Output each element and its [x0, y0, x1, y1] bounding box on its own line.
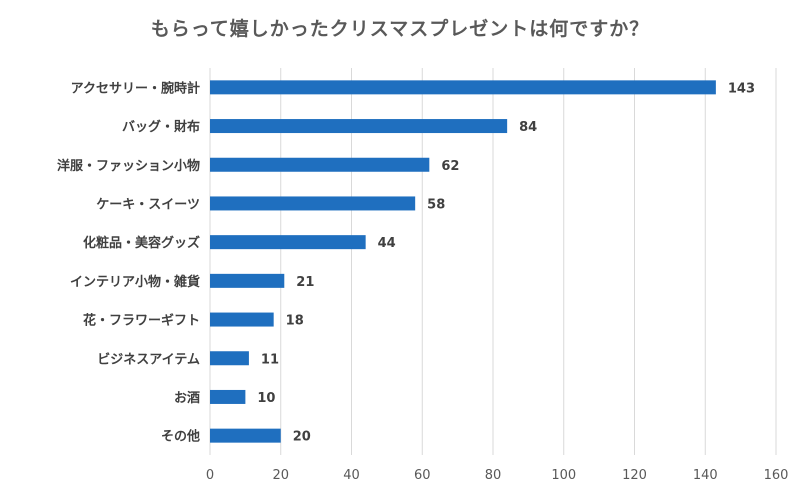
bar-1: [210, 119, 508, 134]
category-label: お酒: [174, 391, 200, 406]
chart-title: もらって嬉しかったクリスマスプレゼントは何ですか？: [150, 18, 650, 40]
bar-8: [210, 389, 246, 404]
category-label: バッグ・財布: [122, 119, 200, 135]
bar-3: [210, 196, 416, 211]
x-tick-label: 160: [764, 468, 789, 483]
data-label: 21: [296, 275, 314, 290]
bar-4: [210, 235, 366, 250]
category-label: インテリア小物・雑貨: [70, 274, 200, 290]
x-tick-label: 20: [272, 468, 289, 483]
category-label: その他: [161, 429, 200, 445]
category-label: ケーキ・スイーツ: [96, 197, 200, 212]
x-tick-label: 80: [485, 468, 502, 483]
bars: [210, 80, 716, 443]
data-label: 44: [378, 236, 396, 251]
bar-7: [210, 351, 249, 366]
data-label: 10: [257, 391, 275, 406]
x-tick-label: 100: [551, 468, 576, 483]
bar-6: [210, 312, 274, 327]
category-label: 洋服・ファッション小物: [57, 158, 200, 174]
x-tick-label: 0: [206, 468, 214, 483]
data-label: 20: [293, 430, 311, 445]
data-label: 84: [519, 120, 537, 135]
data-label: 11: [261, 352, 279, 367]
bar-0: [210, 80, 716, 95]
x-tick-label: 120: [622, 468, 647, 483]
gridlines: [209, 68, 777, 455]
category-label: 花・フラワーギフト: [83, 313, 200, 329]
x-tick-label: 140: [693, 468, 718, 483]
data-label: 62: [441, 159, 459, 174]
bar-2: [210, 157, 430, 172]
data-label: 18: [286, 314, 304, 329]
x-tick-label: 40: [343, 468, 360, 483]
bar-9: [210, 428, 281, 443]
category-label: ビジネスアイテム: [97, 351, 200, 367]
bar-5: [210, 273, 285, 288]
category-label: 化粧品・美容グッズ: [83, 235, 200, 251]
x-tick-label: 60: [414, 468, 431, 483]
data-label: 58: [427, 197, 445, 212]
labels: 0 20 40 60 80 100 120 140 160 アクセサリー・腕時計 143 バッグ・財布…: [57, 80, 788, 483]
category-label: アクセサリー・腕時計: [71, 80, 200, 96]
data-label: 143: [728, 81, 755, 96]
